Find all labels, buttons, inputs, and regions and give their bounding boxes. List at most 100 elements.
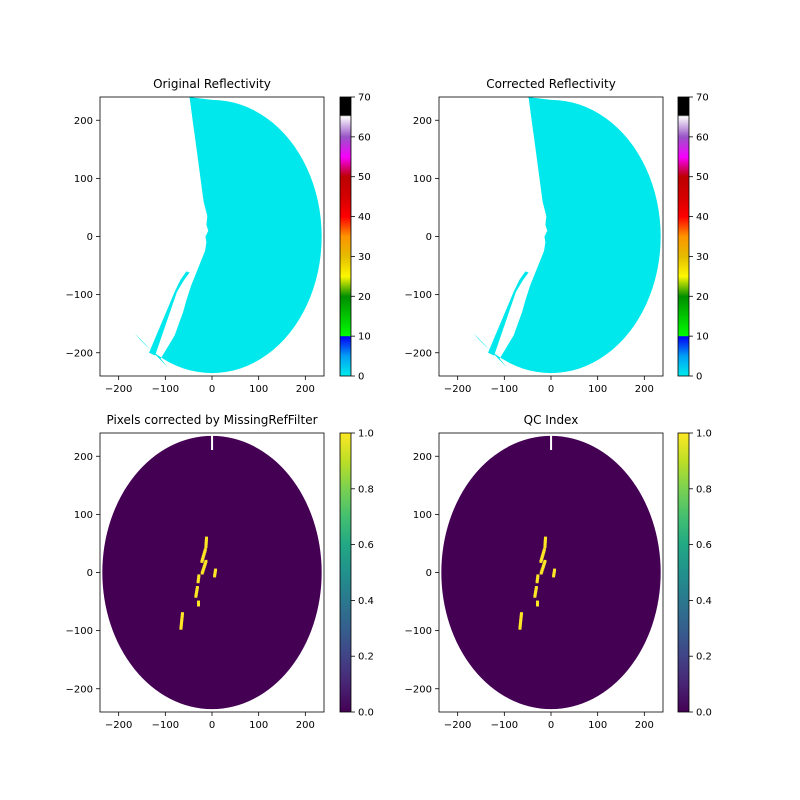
y-tick-label: 200 [413,452,432,463]
value-disc [441,435,661,710]
y-tick-label: 0 [87,568,93,579]
flagged-pixel [202,553,206,557]
x-tick-label: 200 [635,384,654,395]
colorbar-tick-label: 20 [358,292,371,303]
flagged-pixel [179,623,183,627]
reflectivity-sliver [189,97,198,132]
x-tick-label: 0 [209,384,215,395]
y-tick-label: −100 [66,626,93,637]
flagged-pixel [180,615,184,619]
x-tick-label: −200 [105,384,132,395]
flagged-pixel [540,569,544,573]
colorbar-tick-label: 0.6 [696,540,712,551]
x-tick-label: −200 [444,384,471,395]
colorbar-tick-label: 0 [358,372,364,383]
flagged-pixel [204,538,208,542]
colorbar-tick-label: 0 [696,372,702,383]
x-tick-label: 200 [296,720,315,731]
plot-area [100,433,324,712]
colorbar: 0.0 0.2 0.4 0.6 0.8 1.0 [339,429,374,719]
y-tick-label: 100 [413,174,432,185]
flagged-pixel [197,574,201,578]
flagged-pixel [194,593,198,597]
flagged-pixel [203,548,207,552]
flagged-pixel [539,571,543,575]
colorbar-gradient [677,96,690,377]
colorbar-tick-label: 10 [358,332,371,343]
flagged-pixel [535,580,539,584]
colorbar: 0 10 20 30 40 50 60 70 [677,93,709,383]
y-tick-label: −100 [405,290,432,301]
colorbar: 0 10 20 30 40 50 60 70 [339,93,371,383]
flagged-pixel [542,563,546,567]
colorbar-tick-label: 70 [696,93,709,104]
flagged-pixel [195,586,199,590]
flagged-pixel [202,566,206,570]
reflectivity-region [134,97,322,374]
x-tick-label: 200 [296,384,315,395]
colorbar-tick-label: 50 [696,172,709,183]
flagged-pixel [180,612,184,616]
flagged-pixel [201,554,205,558]
flagged-pixel [204,545,208,549]
colorbar-tick-label: 20 [696,292,709,303]
flagged-pixel [180,621,184,625]
flagged-pixel [543,536,547,540]
flagged-pixel [541,566,545,570]
reflectivity-sliver [528,97,537,132]
panel-title: QC Index [524,413,579,427]
panel-2: −200 −100 0 100 200−200−1000100200Corrected … [405,77,709,395]
colorbar-tick-label: 0.6 [358,540,374,551]
y-tick-label: −200 [405,684,432,695]
flagged-pixel [519,617,523,621]
colorbar-tick-label: 30 [696,252,709,263]
flagged-pixel [536,576,540,580]
y-tick-label: −200 [405,348,432,359]
reflectivity-strip [149,271,190,356]
gap-pixel [203,231,207,235]
flagged-pixel [542,548,546,552]
flagged-pixel [543,559,547,563]
flagged-pixel [518,624,522,628]
gap-strip [550,433,553,450]
flagged-pixel [553,568,557,572]
colorbar-tick-label: 40 [358,212,371,223]
flagged-pixel [194,591,198,595]
x-tick-label: 0 [548,384,554,395]
colorbar-tick-label: 1.0 [358,429,374,440]
colorbar-tick-label: 10 [696,332,709,343]
y-tick-label: 100 [413,510,432,521]
flagged-pixel [179,626,183,630]
colorbar-gradient [339,96,352,377]
flagged-pixel [552,572,556,576]
x-tick-label: 100 [588,384,607,395]
flagged-pixel [200,558,204,562]
flagged-pixel [536,574,540,578]
flagged-pixel [533,594,537,598]
flagged-pixel [519,612,523,616]
flagged-pixel [542,549,546,553]
flagged-pixel [543,543,547,547]
flagged-pixel [541,551,545,555]
colorbar-tick-label: 0.4 [358,596,374,607]
flagged-pixel [197,576,201,580]
flagged-pixel [203,549,207,553]
flagged-pixel [201,556,205,560]
colorbar-tick-label: 40 [696,212,709,223]
y-tick-label: 200 [74,116,93,127]
y-tick-label: 200 [413,116,432,127]
flagged-pixel [543,538,547,542]
flagged-pixel [552,570,556,574]
colorbar-tick-label: 60 [358,132,371,143]
flagged-pixel [552,574,556,578]
panel-title: Original Reflectivity [153,77,271,91]
flagged-pixel [195,587,199,591]
flagged-pixel [536,600,539,604]
y-tick-label: 0 [87,232,93,243]
flagged-pixel [541,553,545,557]
x-tick-label: 100 [249,384,268,395]
flagged-pixel [533,591,537,595]
colorbar: 0.0 0.2 0.4 0.6 0.8 1.0 [677,429,712,719]
flagged-pixel [534,587,538,591]
